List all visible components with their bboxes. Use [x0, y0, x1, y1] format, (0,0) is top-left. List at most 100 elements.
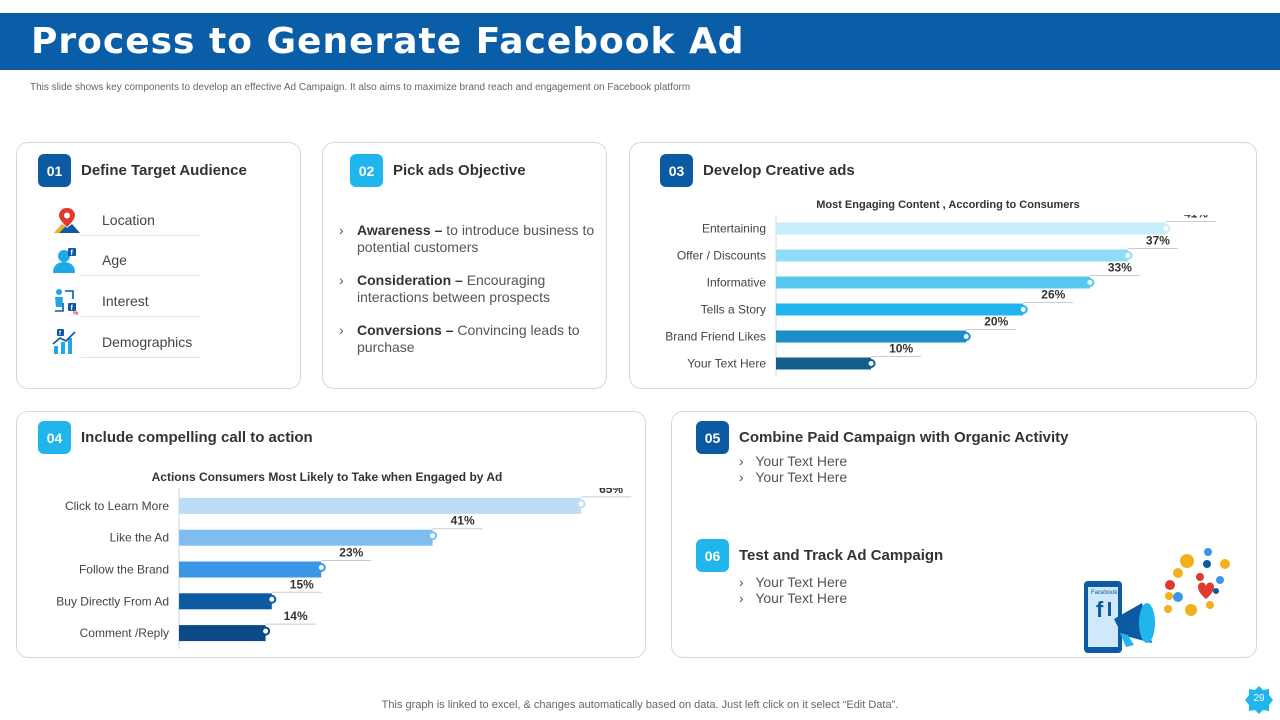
bar-marker — [267, 594, 277, 604]
data-label: 41% — [451, 514, 475, 528]
svg-text:f: f — [59, 331, 62, 337]
user-icon: f — [53, 248, 76, 273]
bar-marker — [1018, 305, 1028, 314]
divider — [81, 275, 201, 276]
demographics-chart-icon: f — [52, 329, 76, 354]
divider — [81, 235, 201, 236]
chevron-right-icon: › — [739, 469, 744, 485]
category-label: Entertaining — [702, 222, 766, 236]
page-subtitle: This slide shows key components to devel… — [30, 82, 691, 93]
svg-text:f: f — [71, 305, 74, 312]
category-label: Follow the Brand — [79, 563, 169, 577]
bar-marker — [1123, 251, 1133, 260]
category-label: Like the Ad — [110, 531, 169, 545]
data-label: 26% — [1041, 288, 1065, 302]
category-label: Click to Learn More — [65, 499, 169, 513]
objective-term: Awareness – — [357, 222, 443, 238]
data-label: 23% — [339, 546, 363, 560]
page-title: Process to Generate Facebook Ad — [31, 21, 745, 62]
bullet-item: › Your Text Here — [739, 574, 848, 590]
data-label: 14% — [284, 609, 308, 623]
bar — [776, 249, 1128, 262]
chart-title: Actions Consumers Most Likely to Take wh… — [151, 470, 503, 484]
bar — [179, 593, 272, 610]
bar — [776, 330, 967, 343]
page-number-badge: 29 — [1243, 684, 1275, 716]
category-label: Tells a Story — [701, 303, 766, 317]
audience-item-interest: f % Interest — [51, 287, 201, 317]
card-pick-ads-objective: 02 Pick ads Objective › Awareness – to i… — [322, 142, 607, 389]
step-number-badge: 05 — [696, 421, 729, 454]
data-label: 33% — [1108, 261, 1132, 275]
phone-label: Facebook — [1091, 590, 1118, 596]
objective-term: Conversions – — [357, 322, 454, 338]
svg-text:f: f — [71, 250, 74, 257]
chevron-right-icon: › — [739, 574, 744, 590]
category-label: Comment /Reply — [80, 626, 169, 640]
category-label: Brand Friend Likes — [665, 330, 766, 344]
category-label: Buy Directly From Ad — [56, 594, 169, 608]
objective-text: to introduce business to potential custo… — [357, 222, 595, 255]
bar-marker — [866, 359, 876, 368]
audience-label: Age — [102, 252, 127, 268]
card-title: Define Target Audience — [81, 162, 247, 179]
bullet-item: › Your Text Here — [739, 453, 848, 469]
chevron-right-icon: › — [739, 590, 744, 606]
category-label: Offer / Discounts — [677, 249, 766, 263]
bar — [776, 222, 1166, 235]
data-label: 41% — [1184, 215, 1208, 221]
bullet-item: › Your Text Here — [739, 469, 848, 485]
chevron-right-icon: › — [339, 322, 344, 338]
bar — [179, 497, 582, 514]
bar — [179, 529, 433, 546]
step-number-badge: 04 — [38, 421, 71, 454]
location-pin-icon — [54, 208, 80, 233]
footer-note: This graph is linked to excel, & changes… — [381, 699, 899, 711]
bar-marker — [1161, 224, 1171, 233]
bar — [776, 276, 1090, 289]
bar — [179, 625, 266, 642]
audience-item-location: Location — [51, 206, 201, 236]
divider — [81, 316, 201, 317]
step-number-badge: 06 — [696, 539, 729, 572]
data-label: 65% — [599, 488, 623, 496]
objective-text: Encouraging interactions between prospec… — [357, 272, 550, 305]
consumer-actions-chart: Click to Learn More 65% Like the Ad 41% Foll… — [56, 488, 632, 649]
objective-term: Consideration – — [357, 272, 463, 288]
data-label: 20% — [984, 315, 1008, 329]
page-number: 29 — [1253, 693, 1265, 704]
audience-label: Interest — [102, 293, 149, 309]
objective-item-awareness: › Awareness – to introduce business to p… — [339, 222, 594, 256]
card-develop-creative-ads: 03 Develop Creative ads Most Engaging Co… — [629, 142, 1257, 389]
bar-marker — [261, 626, 271, 636]
bar-marker — [428, 531, 438, 541]
card-title: Test and Track Ad Campaign — [739, 547, 944, 564]
chevron-right-icon: › — [339, 272, 344, 288]
title-bar: Process to Generate Facebook Ad — [0, 13, 1280, 70]
audience-item-demographics: f Demographics — [51, 328, 201, 358]
card-title: Pick ads Objective — [393, 162, 526, 179]
bar-marker — [961, 332, 971, 341]
card-campaign-steps: 05 Combine Paid Campaign with Organic Ac… — [671, 411, 1257, 658]
step-number-badge: 02 — [350, 154, 383, 187]
card-title: Include compelling call to action — [81, 429, 313, 446]
data-label: 10% — [889, 342, 913, 356]
objective-text: Convincing leads to purchase — [357, 322, 580, 355]
audience-label: Location — [102, 212, 155, 228]
card-call-to-action: 04 Include compelling call to action Act… — [16, 411, 646, 658]
objective-item-consideration: › Consideration – Encouraging interactio… — [339, 272, 589, 306]
bullet-item: › Your Text Here — [739, 590, 848, 606]
card-title: Combine Paid Campaign with Organic Activ… — [739, 429, 1069, 446]
step-number-badge: 03 — [660, 154, 693, 187]
audience-item-age: f Age — [51, 246, 201, 276]
category-label: Informative — [707, 276, 767, 290]
card-define-target-audience: 01 Define Target Audience Location f Age — [16, 142, 301, 389]
bar — [179, 561, 322, 578]
audience-label: Demographics — [102, 334, 193, 350]
bar-marker — [316, 563, 326, 572]
bar-marker — [1085, 278, 1095, 287]
chevron-right-icon: › — [339, 222, 344, 238]
data-label: 37% — [1146, 234, 1170, 248]
engaging-content-chart: Entertaining 41% Offer / Discounts 37% Infor… — [665, 215, 1216, 377]
